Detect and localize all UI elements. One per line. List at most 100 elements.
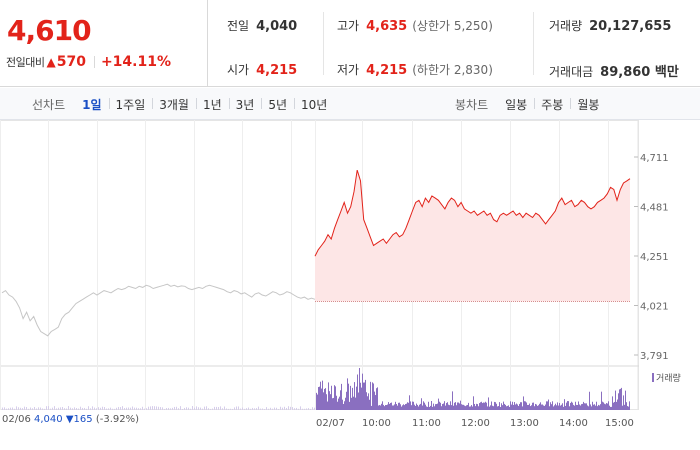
volume-bar — [611, 406, 612, 410]
volume-bar — [359, 368, 360, 410]
stat-prev-close: 전일 4,040 — [227, 17, 297, 34]
volume-bar — [605, 404, 606, 410]
volume-bar — [456, 405, 457, 410]
volume-bar — [518, 405, 519, 410]
up-triangle-icon: ▲ — [46, 55, 56, 69]
period-daily[interactable]: 일봉 — [505, 97, 528, 112]
period-weekly[interactable]: 주봉 — [534, 96, 570, 113]
volume-bar — [314, 407, 315, 410]
volume-bar — [256, 408, 257, 410]
period-1y[interactable]: 1년 — [195, 96, 229, 113]
volume-bar — [476, 403, 477, 410]
volume-bar — [38, 407, 39, 410]
volume-bar — [200, 407, 201, 410]
volume-bar — [573, 404, 574, 410]
volume-bar — [549, 406, 550, 410]
volume-bar — [373, 383, 374, 410]
volume-bar — [170, 408, 171, 410]
period-monthly[interactable]: 월봉 — [570, 96, 606, 113]
volume-bar — [463, 404, 464, 410]
volume-bar — [404, 405, 405, 410]
volume-bar — [324, 388, 325, 410]
volume-bar — [618, 393, 619, 410]
volume-bar — [528, 404, 529, 410]
change-label: 전일대비 — [6, 56, 45, 69]
volume-bar — [90, 408, 91, 410]
volume-bar — [461, 404, 462, 410]
period-3m[interactable]: 3개월 — [152, 96, 196, 113]
divider — [533, 12, 534, 75]
current-day-area — [315, 170, 630, 302]
volume-bar — [152, 406, 153, 410]
volume-bar — [294, 408, 295, 410]
volume-bar — [357, 374, 358, 410]
trade-value-label: 거래대금 — [549, 65, 594, 79]
volume-bar — [335, 386, 336, 410]
volume-bar — [86, 408, 87, 410]
volume-bar — [266, 407, 267, 410]
volume-bar — [316, 392, 317, 410]
volume-bar — [419, 404, 420, 410]
lower-limit: (하한가 2,830) — [412, 63, 493, 77]
volume-bar — [142, 406, 143, 410]
volume-bar — [260, 408, 261, 410]
intraday-chart[interactable]: 4,711 4,481 4,251 4,021 3,791 02/07 10:00 11:00… — [0, 120, 700, 450]
volume-bar — [484, 402, 485, 410]
volume-bar — [168, 407, 169, 410]
volume-bar — [519, 403, 520, 410]
volume-bar — [492, 405, 493, 410]
volume-bar — [340, 390, 341, 410]
volume-bar — [112, 408, 113, 410]
volume-bar — [491, 401, 492, 410]
volume-bar — [234, 407, 235, 410]
volume-bar — [421, 398, 422, 410]
period-1d[interactable]: 1일 — [82, 97, 102, 112]
volume-bar — [414, 404, 415, 410]
open-label: 시가 — [227, 63, 250, 77]
period-3y[interactable]: 3년 — [228, 96, 262, 113]
volume-bar — [548, 399, 549, 410]
volume-bar — [134, 407, 135, 410]
volume-bar — [323, 392, 324, 410]
volume-bar — [321, 388, 322, 410]
volume-bar — [392, 405, 393, 410]
volume-bar — [349, 401, 350, 410]
volume-bar — [435, 404, 436, 410]
volume-bar — [254, 408, 255, 410]
volume-bar — [395, 401, 396, 410]
volume-bar — [535, 403, 536, 410]
volume-bar — [450, 401, 451, 410]
stat-open: 시가 4,215 — [227, 61, 297, 78]
volume-bar — [130, 407, 131, 410]
period-5y[interactable]: 5년 — [261, 96, 294, 113]
volume-bar — [511, 404, 512, 410]
volume-bar — [556, 405, 557, 410]
volume-bar — [493, 406, 494, 410]
volume-bar — [590, 404, 591, 410]
volume-bar — [146, 408, 147, 410]
volume-bar — [579, 404, 580, 410]
volume-bar — [154, 406, 155, 410]
volume-bar — [555, 403, 556, 410]
volume-bar — [465, 406, 466, 410]
volume-bar — [138, 408, 139, 410]
candle-chart-periods: 봉차트 일봉 주봉 월봉 — [455, 88, 606, 120]
chart-toolbar: 선차트 1일 1주일 3개월 1년 3년 5년 10년 봉차트 일봉 주봉 월봉 — [0, 88, 700, 120]
volume-bar — [561, 404, 562, 410]
volume-bar — [409, 395, 410, 410]
volume-bar — [412, 401, 413, 410]
volume-bar — [613, 402, 614, 410]
volume-bar — [585, 403, 586, 410]
volume-bar — [512, 401, 513, 410]
volume-bar — [514, 402, 515, 410]
period-10y[interactable]: 10년 — [294, 96, 334, 113]
volume-bar — [258, 406, 259, 410]
volume-bar — [331, 385, 332, 410]
period-1w[interactable]: 1주일 — [108, 96, 153, 113]
x-tick-label: 02/07 — [316, 418, 345, 429]
volume-bar — [394, 404, 395, 410]
volume-bar — [577, 405, 578, 410]
volume-bar — [459, 403, 460, 410]
volume-bar — [136, 407, 137, 410]
volume-bar — [451, 405, 452, 410]
